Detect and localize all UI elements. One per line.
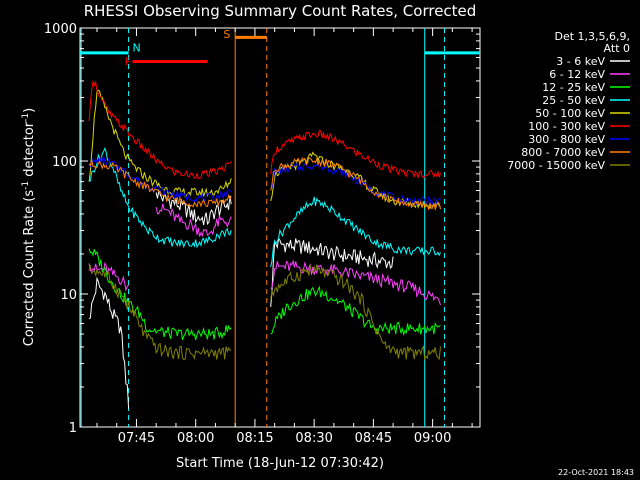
x-tick-label: 07:45 [118,431,155,446]
x-tick-label: 09:00 [414,431,451,446]
series-line [88,79,232,180]
saa-label: S [223,28,230,41]
series-line [270,259,441,306]
x-tick-label: 08:45 [355,431,392,446]
series-line [270,130,441,180]
series-layer [88,79,441,409]
plot-frame [79,27,481,428]
legend-entry-label: 300 - 800 keV [528,133,605,146]
legend-entry-label: 50 - 100 keV [535,107,605,120]
series-line [270,285,441,337]
y-tick-label: 100 [52,155,77,170]
y-axis-label-part2: detector [22,121,37,181]
y-axis-label-part3: ) [22,108,37,113]
series-line [88,248,232,341]
legend-entry-label: 100 - 300 keV [528,120,605,133]
legend-entry-label: 800 - 7000 keV [521,146,605,159]
series-line [88,261,129,292]
series-line [88,156,232,204]
legend-entry-label: 6 - 12 keV [549,68,605,81]
legend-header-attenuator: Att 0 [604,42,630,55]
y-axis-label-sup1: -1 [21,181,31,190]
x-tick-label: 08:00 [177,431,214,446]
series-line [155,203,232,238]
night-label: N [133,42,141,55]
flare-label: F [125,55,131,68]
legend-entry-label: 12 - 25 keV [542,81,605,94]
series-line [270,264,441,362]
footer-timestamp: 22-Oct-2021 18:43 [558,468,634,477]
y-axis-label-part1: Corrected Count Rate (s [22,190,37,347]
y-axis-label: Corrected Count Rate (s-1 detector-1) [21,108,37,346]
x-tick-label: 08:15 [236,431,273,446]
series-line [270,156,441,211]
series-line [270,196,441,268]
legend-header-detectors: Det 1,3,5,6,9, [554,30,630,43]
series-line [88,276,130,409]
markers-layer: N S F [80,28,480,427]
series-line [88,264,232,361]
x-axis-label: Start Time (18-Jun-12 07:30:42) [176,456,384,471]
legend-entry-label: 25 - 50 keV [542,94,605,107]
y-axis-label-sup2: -1 [21,113,31,122]
chart-title: RHESSI Observing Summary Count Rates, Co… [84,2,477,20]
series-line [88,89,232,198]
plot-area [79,27,481,428]
y-tick-label: 1 [69,421,77,436]
y-tick-label: 10 [60,288,77,303]
series-line [88,159,232,208]
axes-layer: 1 10 100 1000 07:45 08:00 08:15 08:30 08:45 09:00 [44,22,480,446]
series-line [270,162,441,206]
series-line [88,146,232,249]
x-tick-label: 08:30 [295,431,332,446]
legend-entry-label: 3 - 6 keV [556,55,605,68]
series-line [270,237,394,307]
y-tick-label: 1000 [44,22,77,37]
series-line [155,188,232,226]
legend-entry-label: 7000 - 15000 keV [507,159,605,172]
